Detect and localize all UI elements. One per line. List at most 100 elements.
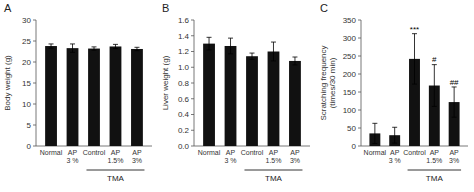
- annotation: #: [432, 55, 437, 64]
- y-tick-label: 0.0: [178, 142, 190, 151]
- error-bar: [228, 38, 233, 54]
- y-tick-label: 0.2: [178, 126, 190, 135]
- bar: [289, 61, 301, 146]
- y-axis-line: [361, 20, 362, 146]
- marks: [369, 34, 459, 146]
- x-tick-label: Control: [403, 149, 426, 156]
- x-tick-label-line: 1.5%: [426, 157, 442, 164]
- y-axis-label-line: Body weight (g): [3, 55, 12, 111]
- y-tick: [33, 146, 36, 147]
- x-tick-label-line: AP: [226, 149, 236, 156]
- x-tick-label-line: AP: [132, 149, 142, 156]
- bar: [110, 46, 122, 146]
- error-bar: [372, 123, 377, 143]
- error-bar: [271, 42, 276, 61]
- y-tick-label: 1.2: [178, 47, 190, 56]
- error-bar: [207, 37, 212, 50]
- y-axis-label-line: Liver weight (g): [161, 55, 170, 110]
- y-tick: [358, 92, 361, 93]
- x-tick-label-line: Control: [83, 149, 106, 156]
- x-tick-label: AP1.5%: [265, 149, 281, 164]
- bar: [45, 46, 57, 146]
- x-tick-label-line: 3%: [290, 157, 300, 164]
- y-axis-label-line: Scratching frequency: [319, 45, 328, 120]
- y-tick-label: 15: [22, 79, 31, 88]
- y-tick-label: 1.4: [178, 32, 190, 41]
- y-tick-label: 10: [22, 100, 31, 109]
- y-tick-label: 5: [27, 121, 32, 130]
- x-tick-label: AP3 %: [224, 149, 236, 164]
- x-tick-label-line: 3%: [132, 157, 142, 164]
- y-axis-label: Body weight (g): [3, 55, 12, 111]
- error-bar: [292, 57, 297, 65]
- x-tick-label: Control: [241, 149, 264, 156]
- y-tick-label: 100: [343, 106, 357, 115]
- y-tick-label: 25: [22, 37, 31, 46]
- x-tick-label-line: 3 %: [66, 157, 78, 164]
- x-tick-label: AP3 %: [389, 149, 401, 164]
- y-tick-label: 350: [343, 16, 357, 25]
- panel: CScratching frequency(times/30 min)05010…: [319, 2, 468, 183]
- y-tick: [358, 20, 361, 21]
- x-tick-label-line: AP: [290, 149, 300, 156]
- y-tick: [358, 128, 361, 129]
- y-tick-label: 30: [22, 16, 31, 25]
- bar: [88, 49, 100, 146]
- panel: BLiver weight (g)0.00.20.40.60.81.01.21.…: [161, 2, 310, 183]
- chart-root: ABody weight (g)051015202530NormalAP3 %C…: [0, 0, 474, 192]
- y-tick: [33, 125, 36, 126]
- y-axis-line: [194, 20, 195, 146]
- x-tick-label-line: AP: [68, 149, 78, 156]
- x-tick-label: Control: [83, 149, 106, 156]
- x-axis-label: TMA: [265, 174, 283, 183]
- error-bar: [412, 34, 417, 84]
- x-tick-label-line: AP: [269, 149, 279, 156]
- y-tick-label: 250: [343, 52, 357, 61]
- y-tick: [358, 110, 361, 111]
- y-tick: [358, 74, 361, 75]
- x-tick-label-line: Control: [241, 149, 264, 156]
- error-bar: [113, 44, 118, 48]
- y-tick: [191, 20, 194, 21]
- y-tick: [191, 35, 194, 36]
- bar: [246, 56, 258, 146]
- x-tick-label-line: AP: [430, 149, 440, 156]
- y-tick-label: 0: [352, 142, 357, 151]
- y-tick: [191, 130, 194, 131]
- x-tick-label: AP3%: [132, 149, 142, 164]
- panel: ABody weight (g)051015202530NormalAP3 %C…: [3, 2, 152, 183]
- bar: [67, 48, 79, 146]
- y-axis-line: [36, 20, 37, 146]
- error-bar: [432, 65, 437, 107]
- error-bar: [134, 47, 139, 50]
- y-tick: [33, 83, 36, 84]
- y-tick: [33, 104, 36, 105]
- y-tick: [358, 38, 361, 39]
- y-tick: [191, 98, 194, 99]
- x-tick-label: AP3 %: [66, 149, 78, 164]
- group-bracket: [408, 170, 462, 171]
- y-tick: [191, 67, 194, 68]
- bar: [203, 44, 215, 146]
- y-tick-label: 20: [22, 58, 31, 67]
- y-tick: [191, 114, 194, 115]
- bar: [131, 49, 143, 146]
- y-tick: [33, 20, 36, 21]
- y-tick: [191, 83, 194, 84]
- error-bar: [392, 127, 397, 143]
- bar: [268, 52, 280, 147]
- y-tick-label: 300: [343, 34, 357, 43]
- title: B: [162, 2, 169, 14]
- title: A: [4, 2, 12, 14]
- y-tick-label: 1.6: [178, 16, 190, 25]
- group-bracket: [86, 170, 144, 171]
- x-tick-label: AP3%: [290, 149, 300, 164]
- y-tick: [191, 146, 194, 147]
- y-tick: [358, 56, 361, 57]
- y-tick-label: 50: [347, 124, 356, 133]
- y-axis-label-line: (times/30 min): [328, 57, 337, 108]
- annotation: ##: [450, 78, 459, 87]
- y-tick: [191, 51, 194, 52]
- x-tick-label-line: 3%: [449, 157, 459, 164]
- bar: [225, 46, 237, 146]
